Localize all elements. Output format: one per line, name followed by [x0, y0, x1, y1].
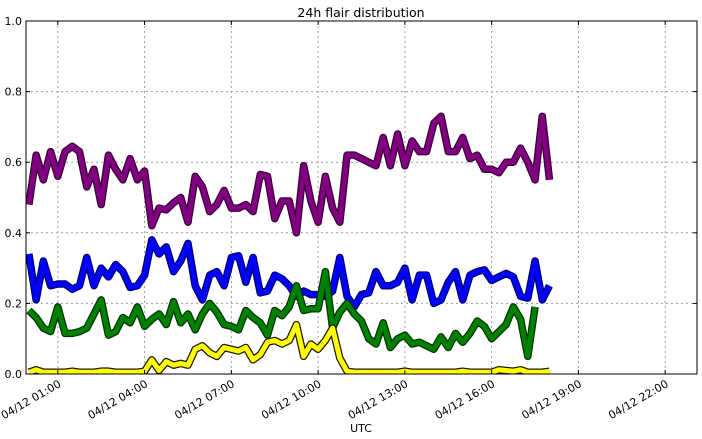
series-line-1: [26, 237, 552, 310]
x-tick-label: 04/12 22:00: [606, 377, 670, 422]
y-tick-label: 0.4: [5, 227, 23, 240]
x-axis-label: UTC: [350, 422, 372, 435]
x-tick-label: 04/12 04:00: [86, 377, 150, 422]
series-lines: [26, 112, 554, 374]
y-axis-ticks: 0.0 0.2 0.4 0.6 0.8 1.0: [5, 15, 697, 381]
x-tick-label: 04/12 10:00: [259, 377, 323, 422]
x-tick-label: 04/12 01:00: [0, 377, 63, 422]
y-tick-label: 0.8: [5, 86, 23, 99]
y-tick-label: 0.2: [5, 297, 23, 310]
x-tick-label: 04/12 13:00: [346, 377, 410, 422]
x-tick-label: 04/12 07:00: [172, 377, 236, 422]
chart-title: 24h flair distribution: [297, 5, 424, 20]
plot-frame: [25, 20, 698, 375]
x-tick-label: 04/12 16:00: [433, 377, 497, 422]
axes: [25, 20, 698, 375]
series-line-3: [28, 322, 550, 374]
series-line-0: [26, 113, 552, 236]
y-tick-label: 0.6: [5, 156, 23, 169]
y-tick-label: 1.0: [5, 15, 23, 28]
x-tick-label: 04/12 19:00: [519, 377, 583, 422]
y-tick-label: 0.0: [5, 368, 23, 381]
series-line-2: [27, 269, 538, 359]
